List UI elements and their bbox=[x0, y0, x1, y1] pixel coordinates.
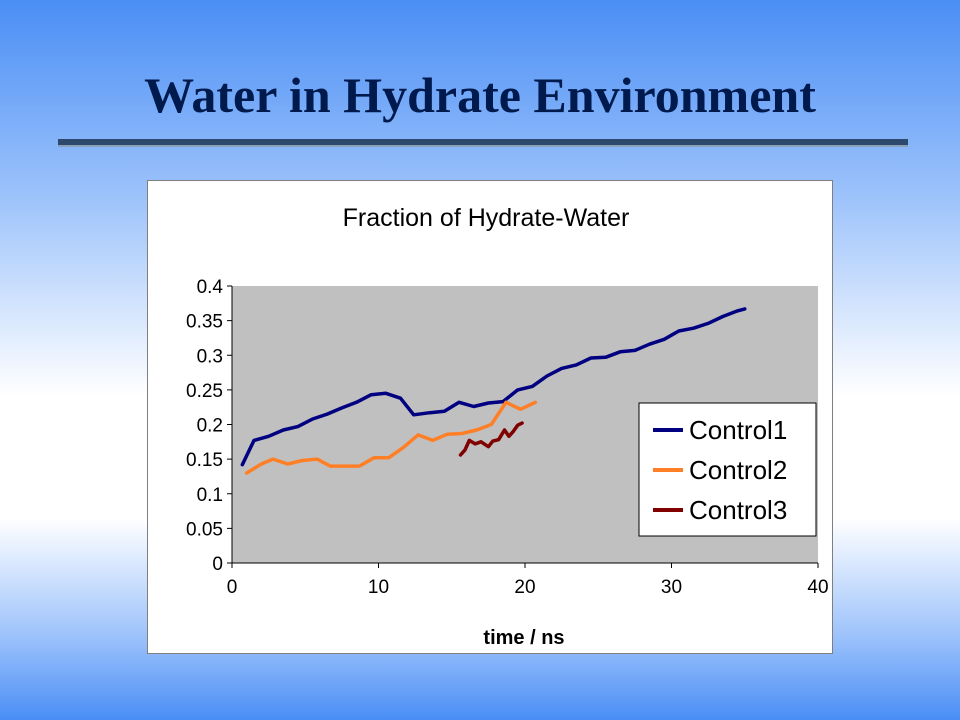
x-tick-label: 10 bbox=[368, 577, 389, 598]
legend-label-control2: Control2 bbox=[689, 455, 787, 485]
y-axis: 0 0.05 0.1 0.15 0.2 0.25 0.3 0.35 0.4 bbox=[186, 277, 233, 575]
x-axis-label: time / ns bbox=[483, 627, 564, 649]
title-underline bbox=[58, 139, 908, 147]
y-tick-label: 0.35 bbox=[186, 312, 223, 333]
line-chart: Fraction of Hydrate-Water 0 0.05 0.1 0.15 0.… bbox=[186, 204, 829, 649]
y-tick-label: 0.4 bbox=[197, 277, 224, 298]
x-tick-label: 20 bbox=[514, 577, 535, 598]
x-axis: 0 10 20 30 40 bbox=[227, 562, 829, 598]
legend: Control1 Control2 Control3 bbox=[638, 402, 817, 537]
x-tick-label: 40 bbox=[807, 577, 828, 598]
series-line-control1 bbox=[240, 307, 747, 467]
y-tick-label: 0 bbox=[212, 554, 223, 575]
series-line-control2 bbox=[244, 400, 538, 475]
series-layer bbox=[240, 307, 747, 475]
y-tick-label: 0.1 bbox=[197, 485, 223, 506]
y-tick-label: 0.3 bbox=[197, 346, 223, 367]
series-line-control3 bbox=[458, 421, 524, 457]
slide-title: Water in Hydrate Environment bbox=[144, 67, 816, 123]
legend-label-control1: Control1 bbox=[689, 415, 787, 445]
chart-frame: Fraction of Hydrate-Water 0 0.05 0.1 0.15 0.… bbox=[147, 180, 833, 654]
y-tick-label: 0.2 bbox=[197, 416, 223, 437]
y-tick-label: 0.25 bbox=[186, 381, 223, 402]
chart-title: Fraction of Hydrate-Water bbox=[343, 204, 630, 232]
x-tick-label: 0 bbox=[227, 577, 238, 598]
y-tick-label: 0.05 bbox=[186, 519, 223, 540]
legend-label-control3: Control3 bbox=[689, 495, 787, 525]
x-tick-label: 30 bbox=[661, 577, 682, 598]
y-tick-label: 0.15 bbox=[186, 450, 223, 471]
